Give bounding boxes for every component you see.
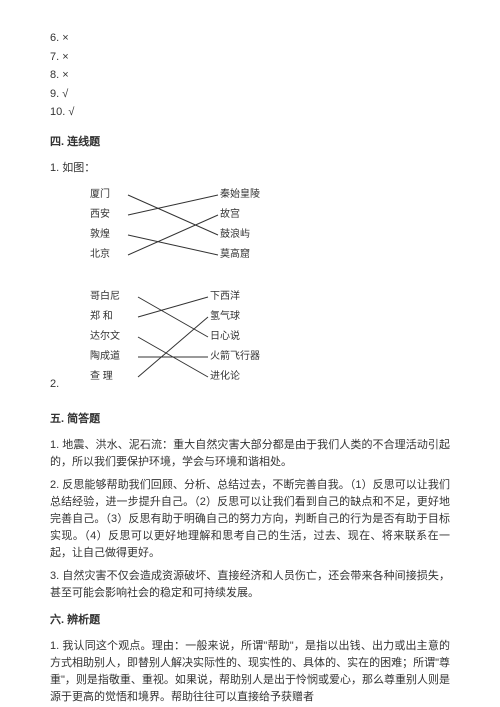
paragraph: 1. 地震、洪水、泥石流：重大自然灾害大部分都是由于我们人类的不合理活动引起的，… <box>50 437 450 471</box>
match-row: 查 理 进化论 <box>80 367 310 387</box>
match-right-label: 莫高窟 <box>220 247 290 263</box>
match-row: 敦煌 鼓浪屿 <box>70 225 300 245</box>
section4-header: 四. 连线题 <box>50 134 450 152</box>
match-right-label: 秦始皇陵 <box>220 187 290 203</box>
match-row: 北京 莫高窟 <box>70 245 300 265</box>
answer-item: 10. √ <box>50 104 450 122</box>
matching-block-2: 哥白尼 下西洋郑 和 氢气球达尔文 日心说陶成道 火箭飞行器查 理 进化论 <box>80 287 310 387</box>
match-right-label: 火箭飞行器 <box>210 349 280 365</box>
paragraph: 2. 反思能够帮助我们回顾、分析、总结过去，不断完善自我。（1）反思可以让我们总… <box>50 477 450 562</box>
match2-number: 2. <box>50 376 66 394</box>
match-left-label: 郑 和 <box>90 309 140 325</box>
answer-item: 8. × <box>50 67 450 85</box>
match-left-label: 西安 <box>90 207 140 223</box>
match-row: 达尔文 日心说 <box>80 327 310 347</box>
match-left-label: 达尔文 <box>90 329 140 345</box>
match-left-label: 北京 <box>90 247 140 263</box>
section5-header: 五. 简答题 <box>50 411 450 429</box>
answer-list: 6. ×7. ×8. ×9. √10. √ <box>50 30 450 122</box>
matching-block-1: 厦门 秦始皇陵西安 故宫敦煌 鼓浪屿北京 莫高窟 <box>70 185 300 265</box>
section4-intro: 1. 如图： <box>50 160 450 178</box>
match-left-label: 厦门 <box>90 187 140 203</box>
match-row: 西安 故宫 <box>70 205 300 225</box>
match-right-label: 鼓浪屿 <box>220 227 290 243</box>
match-row: 郑 和 氢气球 <box>80 307 310 327</box>
match-left-label: 敦煌 <box>90 227 140 243</box>
section6-header: 六. 辨析题 <box>50 612 450 630</box>
paragraph: 1. 我认同这个观点。理由：一般来说，所谓"帮助"，是指以出钱、出力或出主意的方… <box>50 638 450 706</box>
match-right-label: 氢气球 <box>210 309 280 325</box>
match-left-label: 哥白尼 <box>90 289 140 305</box>
answer-item: 7. × <box>50 49 450 67</box>
match-left-label: 陶成道 <box>90 349 140 365</box>
section5-body: 1. 地震、洪水、泥石流：重大自然灾害大部分都是由于我们人类的不合理活动引起的，… <box>50 437 450 602</box>
match-right-label: 进化论 <box>210 369 280 385</box>
match-left-label: 查 理 <box>90 369 140 385</box>
section6-body: 1. 我认同这个观点。理由：一般来说，所谓"帮助"，是指以出钱、出力或出主意的方… <box>50 638 450 706</box>
match-row: 厦门 秦始皇陵 <box>70 185 300 205</box>
match-right-label: 下西洋 <box>210 289 280 305</box>
paragraph: 3. 自然灾害不仅会造成资源破坏、直接经济和人员伤亡，还会带来各种间接损失，甚至… <box>50 568 450 602</box>
match-right-label: 故宫 <box>220 207 290 223</box>
answer-item: 6. × <box>50 30 450 48</box>
match-right-label: 日心说 <box>210 329 280 345</box>
answer-item: 9. √ <box>50 86 450 104</box>
match-row: 陶成道 火箭飞行器 <box>80 347 310 367</box>
match-row: 哥白尼 下西洋 <box>80 287 310 307</box>
